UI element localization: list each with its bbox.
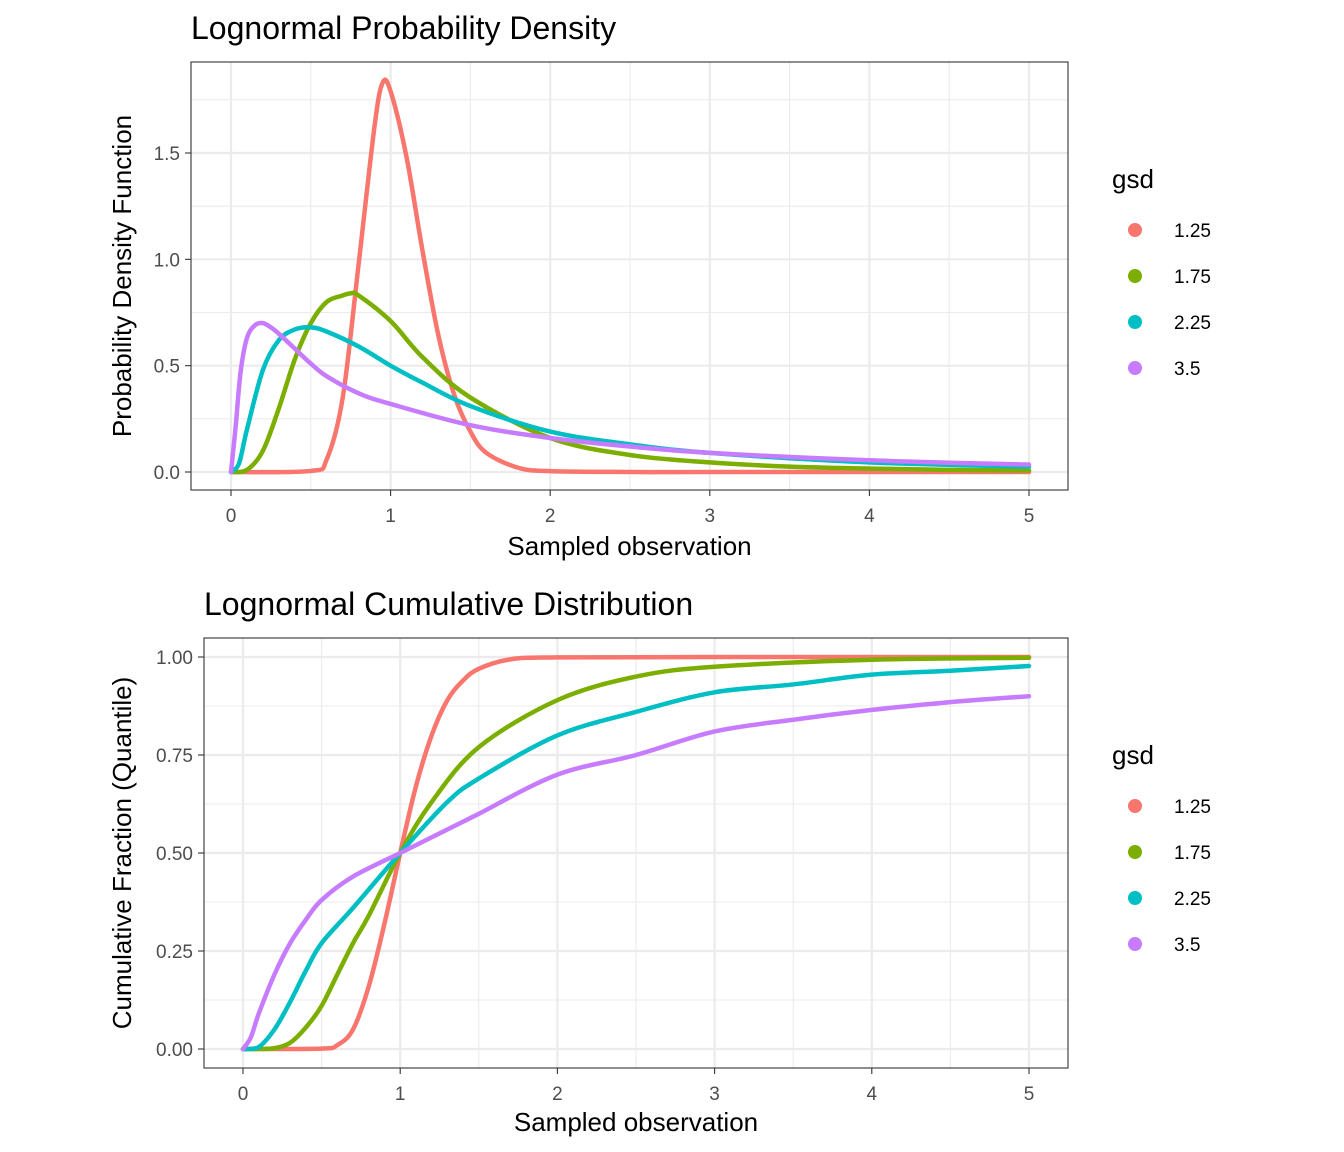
- pdf-series-line-gsd-3-5: [228, 320, 1032, 475]
- pdf-y-axis-title: Probability Density Function: [107, 115, 137, 437]
- legend-label: 1.75: [1174, 843, 1211, 864]
- cdf-x-axis: 0 1 2 3 4 5: [238, 1068, 1035, 1105]
- y-tick-label: 0.00: [156, 1040, 193, 1061]
- x-tick-label: 4: [867, 1084, 878, 1105]
- cdf-x-axis-title: Sampled observation: [514, 1107, 758, 1137]
- legend-label: 3.5: [1174, 935, 1200, 956]
- legend-label: 2.25: [1174, 313, 1211, 334]
- y-tick-label: 1.5: [154, 144, 180, 165]
- x-tick-label: 1: [385, 506, 396, 527]
- cdf-series-line-gsd-1-75: [240, 655, 1032, 1052]
- legend-label: 1.25: [1174, 221, 1211, 242]
- legend-key-dot: [1128, 891, 1142, 905]
- x-tick-label: 0: [226, 506, 237, 527]
- legend-label: 2.25: [1174, 889, 1211, 910]
- pdf-chart-title: Lognormal Probability Density: [191, 10, 616, 46]
- pdf-legend-title: gsd: [1112, 164, 1154, 194]
- pdf-chart: Lognormal Probability Density 0 1 2 3 4 5 0.0…: [107, 10, 1211, 561]
- legend-key-dot: [1128, 937, 1142, 951]
- y-tick-label: 0.25: [156, 942, 193, 963]
- x-tick-label: 2: [545, 506, 556, 527]
- pdf-x-axis: 0 1 2 3 4 5: [226, 490, 1035, 527]
- x-tick-label: 2: [552, 1084, 563, 1105]
- cdf-series-line-gsd-3-5: [240, 693, 1032, 1052]
- cdf-y-axis: 0.00 0.25 0.50 0.75 1.00: [156, 648, 204, 1061]
- y-tick-label: 0.75: [156, 746, 193, 767]
- cdf-chart: Lognormal Cumulative Distribution 0 1 2 3 4 5…: [107, 586, 1211, 1137]
- cdf-legend: gsd 1.25 1.75 2.25 3.5: [1112, 740, 1211, 956]
- legend-key-dot: [1128, 269, 1142, 283]
- legend-label: 1.25: [1174, 797, 1211, 818]
- y-tick-label: 0.50: [156, 844, 193, 865]
- legend-key-dot: [1128, 361, 1142, 375]
- pdf-legend: gsd 1.25 1.75 2.25 3.5: [1112, 164, 1211, 380]
- legend-key-dot: [1128, 223, 1142, 237]
- legend-label: 1.75: [1174, 267, 1211, 288]
- y-tick-label: 0.0: [154, 463, 180, 484]
- pdf-gridlines: [191, 62, 1068, 490]
- y-tick-label: 1.0: [154, 250, 180, 271]
- x-tick-label: 4: [864, 506, 875, 527]
- pdf-series-lines: [228, 77, 1032, 475]
- pdf-y-axis: 0.0 0.5 1.0 1.5: [154, 144, 191, 484]
- x-tick-label: 3: [709, 1084, 720, 1105]
- cdf-series-lines: [240, 654, 1032, 1052]
- x-tick-label: 0: [238, 1084, 249, 1105]
- cdf-legend-title: gsd: [1112, 740, 1154, 770]
- pdf-panel-border: [190, 61, 1069, 491]
- x-tick-label: 5: [1024, 506, 1035, 527]
- pdf-series-line-gsd-1-75: [228, 290, 1032, 475]
- legend-key-dot: [1128, 315, 1142, 329]
- cdf-series-line-gsd-1-25: [240, 654, 1032, 1052]
- y-tick-label: 0.5: [154, 357, 180, 378]
- pdf-series-line-gsd-1-25: [228, 77, 1032, 475]
- y-tick-label: 1.00: [156, 648, 193, 669]
- cdf-chart-title: Lognormal Cumulative Distribution: [204, 586, 693, 622]
- x-tick-label: 3: [705, 506, 716, 527]
- legend-label: 3.5: [1174, 359, 1200, 380]
- legend-key-dot: [1128, 845, 1142, 859]
- legend-key-dot: [1128, 799, 1142, 813]
- pdf-x-axis-title: Sampled observation: [507, 531, 751, 561]
- x-tick-label: 5: [1024, 1084, 1035, 1105]
- x-tick-label: 1: [395, 1084, 406, 1105]
- cdf-y-axis-title: Cumulative Fraction (Quantile): [107, 677, 137, 1030]
- cdf-series-line-gsd-2-25: [240, 663, 1032, 1052]
